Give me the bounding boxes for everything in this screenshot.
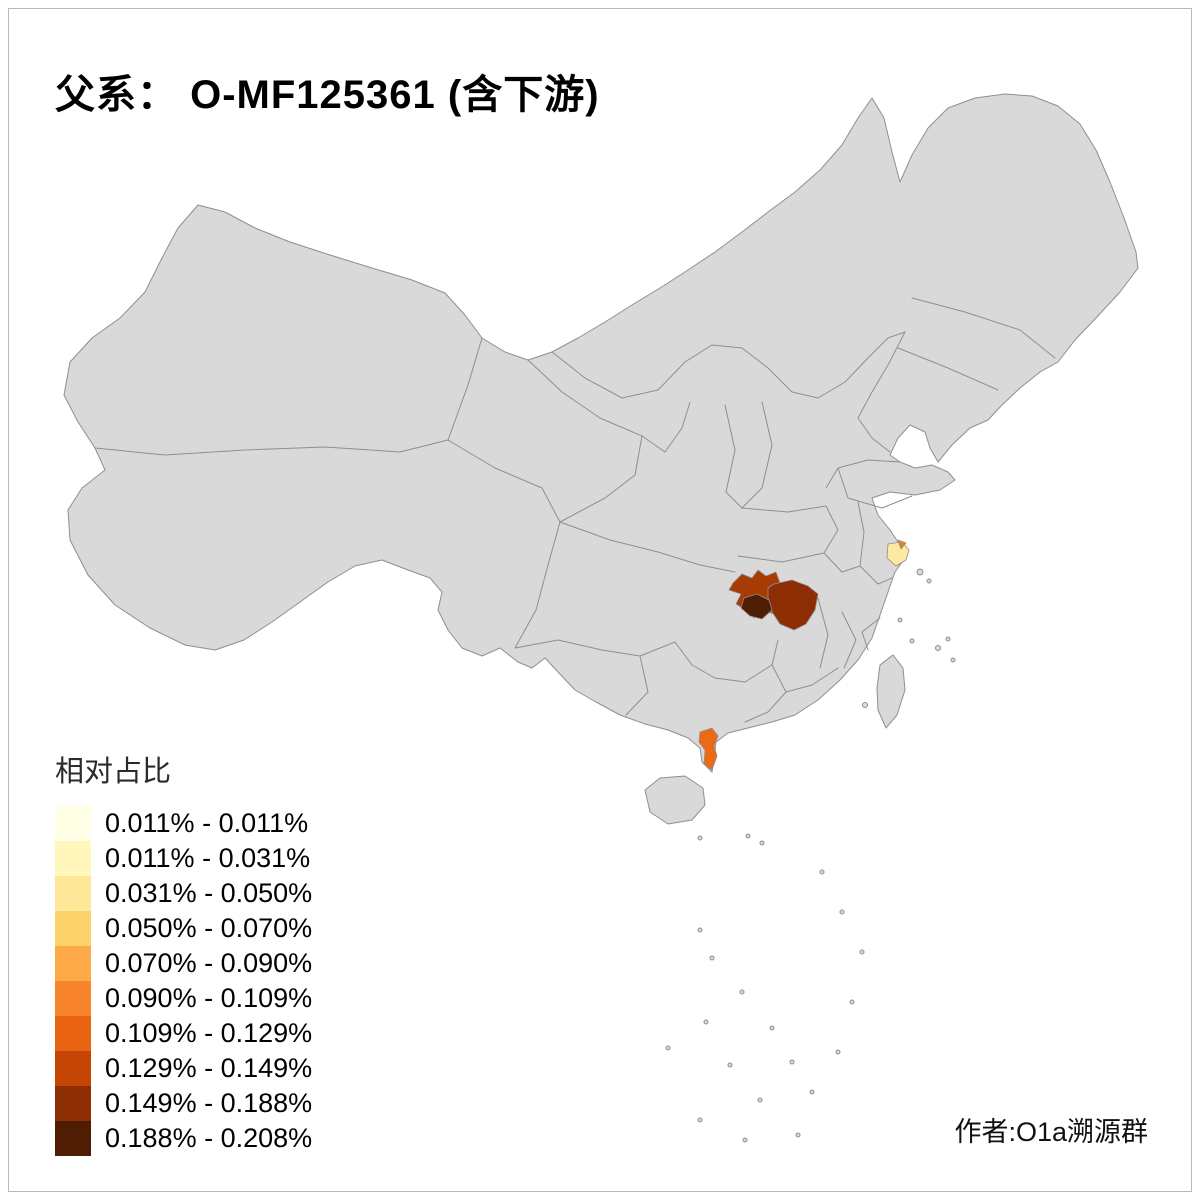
province-borders <box>94 297 1056 723</box>
region-shanghai-north-tip <box>897 539 907 550</box>
region-leizhou-peninsula <box>698 727 719 771</box>
legend-swatch <box>55 1051 91 1086</box>
legend-label: 0.050% - 0.070% <box>105 913 313 943</box>
legend-swatch <box>55 876 91 911</box>
hainan-island <box>644 775 706 825</box>
legend-label: 0.070% - 0.090% <box>105 948 313 978</box>
legend-title: 相对占比 <box>55 756 172 788</box>
legend-label: 0.031% - 0.050% <box>105 878 313 908</box>
legend-swatch <box>55 1016 91 1051</box>
legend-label: 0.129% - 0.149% <box>105 1053 313 1083</box>
legend-item: 0.011% - 0.011% <box>55 806 312 841</box>
legend-swatch <box>55 946 91 981</box>
map-layer <box>63 93 1139 1143</box>
legend-label: 0.149% - 0.188% <box>105 1088 313 1118</box>
legend-swatch <box>55 1121 91 1156</box>
legend-item: 0.070% - 0.090% <box>55 946 312 981</box>
legend-item: 0.188% - 0.208% <box>55 1121 312 1156</box>
legend-item: 0.031% - 0.050% <box>55 876 312 911</box>
mainland-outline <box>63 93 1139 773</box>
legend: 相对占比 0.011% - 0.011% 0.011% - 0.031% 0.0… <box>55 748 312 1156</box>
legend-swatch <box>55 911 91 946</box>
legend-swatch <box>55 1086 91 1121</box>
page-title: 父系： O-MF125361 (含下游) <box>55 73 600 117</box>
attribution: 作者:O1a溯源群 <box>954 1117 1148 1147</box>
region-chongqing-guizhou-core <box>740 593 773 620</box>
region-hunan <box>767 579 819 631</box>
legend-label: 0.011% - 0.031% <box>105 843 311 873</box>
taiwan-island <box>876 654 906 729</box>
legend-swatch <box>55 841 91 876</box>
legend-swatch <box>55 981 91 1016</box>
legend-label: 0.109% - 0.129% <box>105 1018 313 1048</box>
legend-swatch <box>55 806 91 841</box>
legend-item: 0.109% - 0.129% <box>55 1016 312 1051</box>
legend-item: 0.011% - 0.031% <box>55 841 312 876</box>
legend-label: 0.011% - 0.011% <box>105 808 309 838</box>
highlighted-regions <box>698 539 910 771</box>
legend-item: 0.149% - 0.188% <box>55 1086 312 1121</box>
legend-label: 0.188% - 0.208% <box>105 1123 313 1153</box>
legend-item: 0.050% - 0.070% <box>55 911 312 946</box>
legend-item: 0.129% - 0.149% <box>55 1051 312 1086</box>
legend-label: 0.090% - 0.109% <box>105 983 313 1013</box>
base-landmass <box>63 93 1139 1143</box>
legend-item: 0.090% - 0.109% <box>55 981 312 1016</box>
small-islands <box>665 568 956 1143</box>
